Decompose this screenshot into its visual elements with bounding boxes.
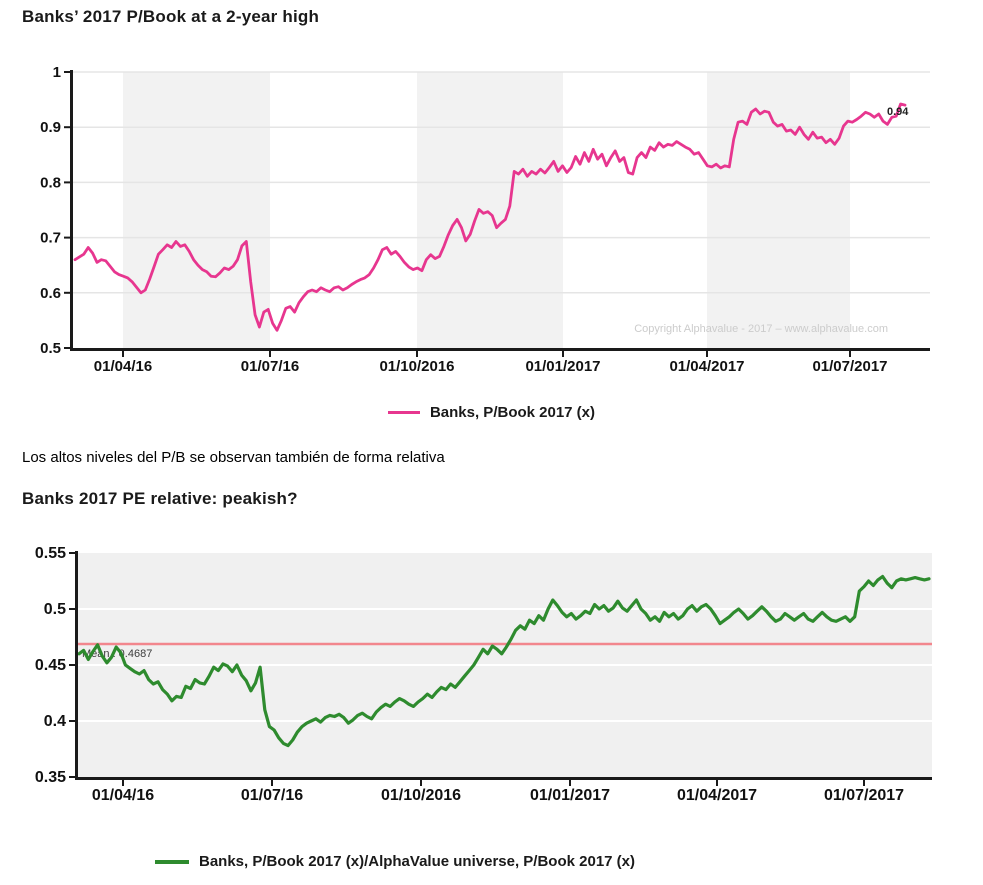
x-tick-label: 01/04/16: [94, 358, 152, 375]
last-value-label: 0.94: [887, 106, 909, 118]
pbook-line: [73, 102, 907, 332]
y-tick-label: 0.55: [35, 545, 66, 562]
x-tick-label: 01/07/16: [241, 358, 299, 375]
x-tick-label: 01/04/16: [92, 787, 154, 804]
commentary-text: Los altos niveles del P/B se observan ta…: [22, 449, 445, 466]
chart1-legend: Banks, P/Book 2017 (x): [0, 404, 983, 421]
quarter-band: [123, 72, 270, 348]
y-tick-label: 0.4: [44, 713, 66, 730]
y-tick-label: 0.5: [44, 601, 66, 618]
y-tick-label: 1: [53, 64, 61, 81]
pbook-legend-label: Banks, P/Book 2017 (x): [429, 404, 596, 421]
x-tick-label: 01/07/2017: [812, 358, 887, 375]
x-tick-label: 01/04/2017: [677, 787, 757, 804]
y-tick-label: 0.5: [40, 340, 61, 357]
pe-relative-legend-label: Banks, P/Book 2017 (x)/AlphaValue univer…: [199, 853, 636, 870]
pbook-legend-swatch: [387, 411, 420, 414]
y-tick-label: 0.9: [40, 119, 61, 136]
x-tick-label: 01/10/2016: [379, 358, 454, 375]
x-tick-label: 01/10/2016: [381, 787, 461, 804]
copyright-watermark: Copyright Alphavalue - 2017 – www.alphav…: [634, 323, 888, 335]
chart2-title: Banks 2017 PE relative: peakish?: [22, 489, 298, 508]
x-tick-label: 01/07/16: [241, 787, 303, 804]
y-tick-label: 0.35: [35, 769, 66, 786]
x-tick-label: 01/01/2017: [530, 787, 610, 804]
quarter-band: [417, 72, 563, 348]
chart1-title: Banks’ 2017 P/Book at a 2-year high: [22, 7, 320, 26]
x-tick-label: 01/04/2017: [669, 358, 744, 375]
chart2-legend: Banks, P/Book 2017 (x)/AlphaValue univer…: [155, 853, 635, 870]
pe-relative-line: [77, 574, 931, 748]
x-tick-label: 01/07/2017: [824, 787, 904, 804]
y-tick-label: 0.8: [40, 174, 61, 191]
quarter-band: [707, 72, 850, 348]
y-tick-label: 0.7: [40, 230, 61, 247]
x-tick-label: 01/01/2017: [525, 358, 600, 375]
y-tick-label: 0.6: [40, 285, 61, 302]
y-tick-label: 0.45: [35, 657, 66, 674]
pe-relative-legend-swatch: [155, 859, 189, 864]
